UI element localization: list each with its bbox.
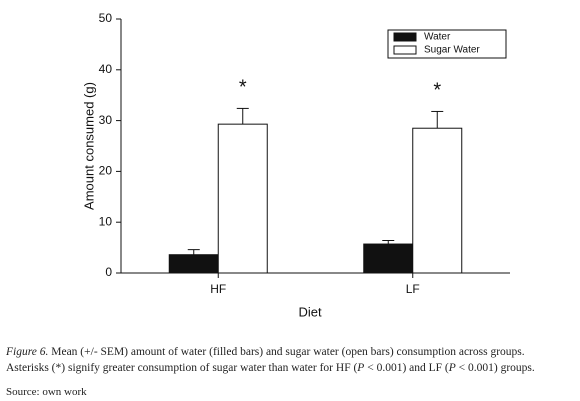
y-axis-label: Amount consumed (g) bbox=[81, 82, 96, 210]
y-tick-label: 10 bbox=[99, 214, 113, 228]
caption-text: P bbox=[357, 362, 365, 374]
x-axis-label: Diet bbox=[298, 304, 322, 319]
bar bbox=[363, 243, 414, 274]
caption-text: Figure 6. bbox=[6, 346, 49, 358]
legend-swatch bbox=[393, 45, 417, 55]
error-bar bbox=[187, 249, 200, 255]
error-bar bbox=[382, 239, 395, 245]
legend-label: Water bbox=[424, 32, 451, 43]
y-tick-label: 50 bbox=[99, 11, 113, 25]
caption-text: < 0.001) groups. bbox=[455, 362, 535, 374]
y-tick-label: 0 bbox=[105, 265, 112, 279]
y-tick-label: 20 bbox=[99, 164, 113, 178]
caption-line: Asterisks (*) signify greater consumptio… bbox=[6, 362, 535, 374]
source: Source: own work bbox=[6, 386, 87, 398]
annotation: * bbox=[433, 80, 441, 102]
chart: Diet Amount consumed (g) 0 10 20 30 40 50 HF * L… bbox=[81, 11, 510, 319]
y-tick-label: 40 bbox=[99, 62, 113, 76]
legend-label: Sugar Water bbox=[424, 45, 480, 56]
error-bar bbox=[236, 107, 249, 125]
bar bbox=[412, 127, 463, 274]
x-tick-label: HF bbox=[210, 282, 226, 296]
legend-swatch bbox=[393, 32, 417, 42]
x-tick-label: LF bbox=[406, 282, 420, 296]
y-tick-label: 30 bbox=[99, 113, 113, 127]
bar bbox=[217, 123, 268, 274]
caption-text: < 0.001) and LF ( bbox=[364, 362, 449, 374]
bar bbox=[168, 254, 219, 274]
caption-text: Mean (+/- SEM) amount of water (filled b… bbox=[48, 346, 525, 358]
caption-line: Figure 6. Mean (+/- SEM) amount of water… bbox=[6, 346, 525, 358]
caption-text: P bbox=[448, 362, 456, 374]
annotation: * bbox=[239, 77, 247, 99]
error-bar bbox=[431, 110, 444, 129]
caption-text: Asterisks (*) signify greater consumptio… bbox=[6, 362, 358, 374]
